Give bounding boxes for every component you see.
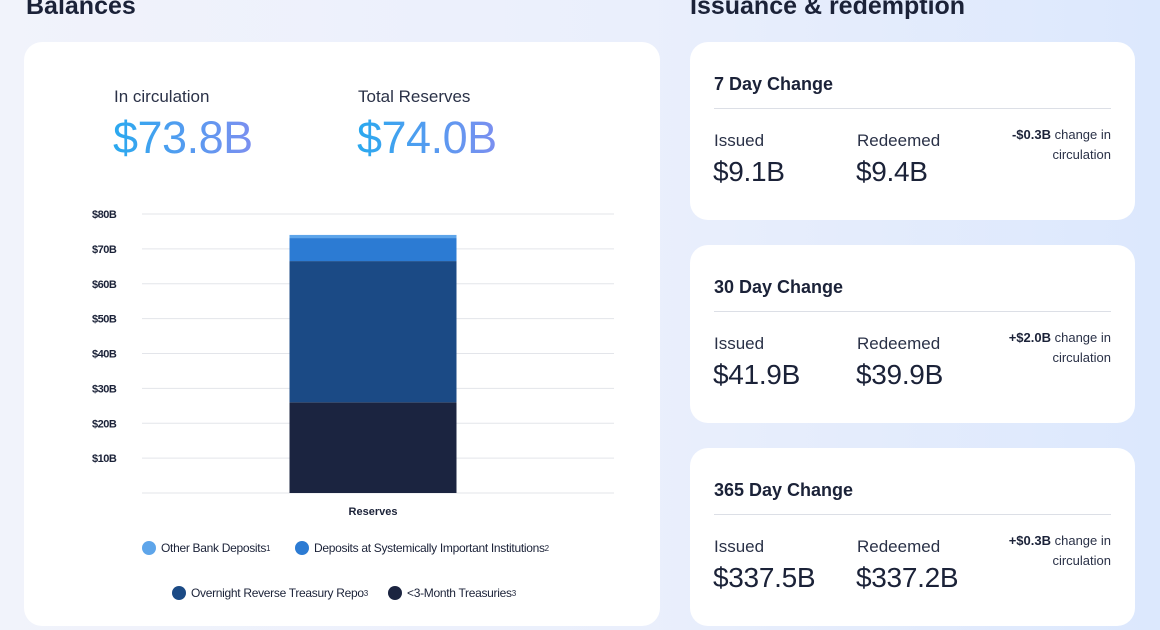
change-card-365-day: 365 Day Change Issued $337.5B Redeemed $…: [690, 448, 1135, 626]
bar-segment: [289, 261, 457, 403]
circulation-change-amount: -$0.3B: [1011, 127, 1051, 142]
change-card-title: 7 Day Change: [714, 74, 834, 94]
circulation-change-text: change in circulation: [1052, 330, 1111, 365]
legend-label: <3-Month Treasuries: [407, 586, 512, 600]
change-card-7-day: 7 Day Change Issued $9.1B Redeemed $9.4B…: [690, 42, 1135, 220]
legend-dot-icon: [388, 586, 402, 600]
balances-card: In circulation $73.8B Total Reserves $74…: [24, 42, 660, 626]
y-tick-label: $20B: [92, 418, 117, 430]
legend-label: Other Bank Deposits: [161, 541, 267, 555]
circulation-change-amount: +$0.3B: [1008, 533, 1051, 548]
legend-item-treasuries[interactable]: <3-Month Treasuries 3: [388, 586, 516, 600]
y-tick-label: $50B: [92, 314, 117, 326]
legend-label: Deposits at Systemically Important Insti…: [314, 541, 545, 555]
legend-footnote: 3: [363, 588, 368, 598]
change-card-30-day: 30 Day Change Issued $41.9B Redeemed $39…: [690, 245, 1135, 423]
issued-label: Issued: [714, 334, 765, 353]
bar-segment: [289, 238, 457, 262]
redeemed-label: Redeemed: [857, 537, 941, 556]
reserves-chart: $10B $20B $30B $40B $50B $60B $70B $80B Reserves: [92, 209, 614, 518]
y-tick-label: $80B: [92, 209, 117, 221]
in-circulation-label: In circulation: [114, 87, 210, 106]
issued-value: $41.9B: [713, 359, 800, 390]
bar-segment: [289, 234, 457, 239]
issued-label: Issued: [714, 537, 765, 556]
balances-heading: Balances: [26, 0, 136, 20]
y-tick-label: $10B: [92, 453, 117, 465]
legend-dot-icon: [295, 541, 309, 555]
legend-footnote: 2: [544, 543, 549, 553]
redeemed-value: $9.4B: [856, 156, 928, 187]
circulation-change-note: -$0.3B change in circulation: [961, 125, 1111, 165]
total-reserves-value: $74.0B: [357, 112, 497, 163]
legend-dot-icon: [142, 541, 156, 555]
y-tick-label: $30B: [92, 383, 117, 395]
legend-footnote: 3: [511, 588, 516, 598]
issued-label: Issued: [714, 131, 765, 150]
legend-item-deposits-sii[interactable]: Deposits at Systemically Important Insti…: [295, 541, 549, 555]
change-card-title: 365 Day Change: [714, 480, 854, 500]
redeemed-label: Redeemed: [857, 131, 941, 150]
divider: [714, 108, 1111, 109]
issuance-heading: Issuance & redemption: [690, 0, 966, 20]
divider: [714, 514, 1111, 515]
circulation-change-text: change in circulation: [1052, 127, 1111, 162]
issued-value: $337.5B: [713, 562, 816, 593]
circulation-change-note: +$0.3B change in circulation: [961, 531, 1111, 571]
redeemed-value: $337.2B: [856, 562, 959, 593]
circulation-change-note: +$2.0B change in circulation: [961, 328, 1111, 368]
legend-item-overnight-repo[interactable]: Overnight Reverse Treasury Repo 3: [172, 586, 368, 600]
legend-label: Overnight Reverse Treasury Repo: [191, 586, 364, 600]
divider: [714, 311, 1111, 312]
in-circulation-value: $73.8B: [113, 112, 253, 163]
y-tick-label: $70B: [92, 244, 117, 256]
y-tick-label: $60B: [92, 279, 117, 291]
legend-item-other-bank-deposits[interactable]: Other Bank Deposits 1: [142, 541, 270, 555]
total-reserves-label: Total Reserves: [358, 87, 471, 106]
circulation-change-amount: +$2.0B: [1008, 330, 1051, 345]
legend-footnote: 1: [266, 543, 271, 553]
circulation-change-text: change in circulation: [1052, 533, 1111, 568]
redeemed-label: Redeemed: [857, 334, 941, 353]
bar-segment: [289, 402, 457, 493]
legend-dot-icon: [172, 586, 186, 600]
x-tick-label: Reserves: [349, 506, 398, 518]
y-tick-label: $40B: [92, 349, 117, 361]
issued-value: $9.1B: [713, 156, 785, 187]
change-card-title: 30 Day Change: [714, 277, 844, 297]
redeemed-value: $39.9B: [856, 359, 943, 390]
